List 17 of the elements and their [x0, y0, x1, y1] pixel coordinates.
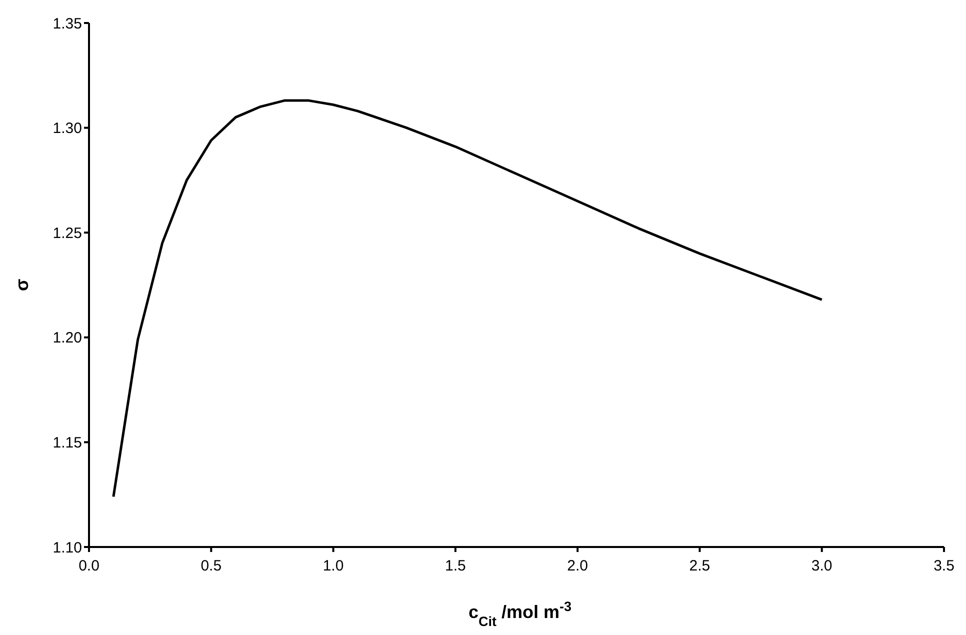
x-tick-label: 2.0 — [567, 558, 588, 575]
x-tick-label: 0.5 — [200, 558, 222, 575]
x-tick-label: 3.0 — [811, 558, 832, 575]
y-tick-label: 1.25 — [52, 224, 82, 242]
y-axis-title: σ — [12, 278, 32, 292]
x-tick-label: 1.0 — [322, 558, 344, 575]
y-tick-label: 1.35 — [52, 15, 82, 32]
y-tick-label: 1.15 — [52, 434, 82, 452]
x-tick-label: 2.5 — [689, 558, 710, 575]
y-tick-label: 1.10 — [52, 539, 82, 556]
x-tick-label: 0.0 — [78, 558, 100, 575]
x-tick-label: 3.5 — [934, 558, 954, 575]
line-series — [112, 99, 824, 498]
y-tick-label: 1.30 — [52, 120, 82, 138]
y-tick-label: 1.20 — [52, 330, 82, 347]
x-axis-title: c$_{Cit}$ /mol m$^{-3}$ — [468, 598, 572, 628]
x-tick-label: 1.5 — [445, 558, 466, 575]
